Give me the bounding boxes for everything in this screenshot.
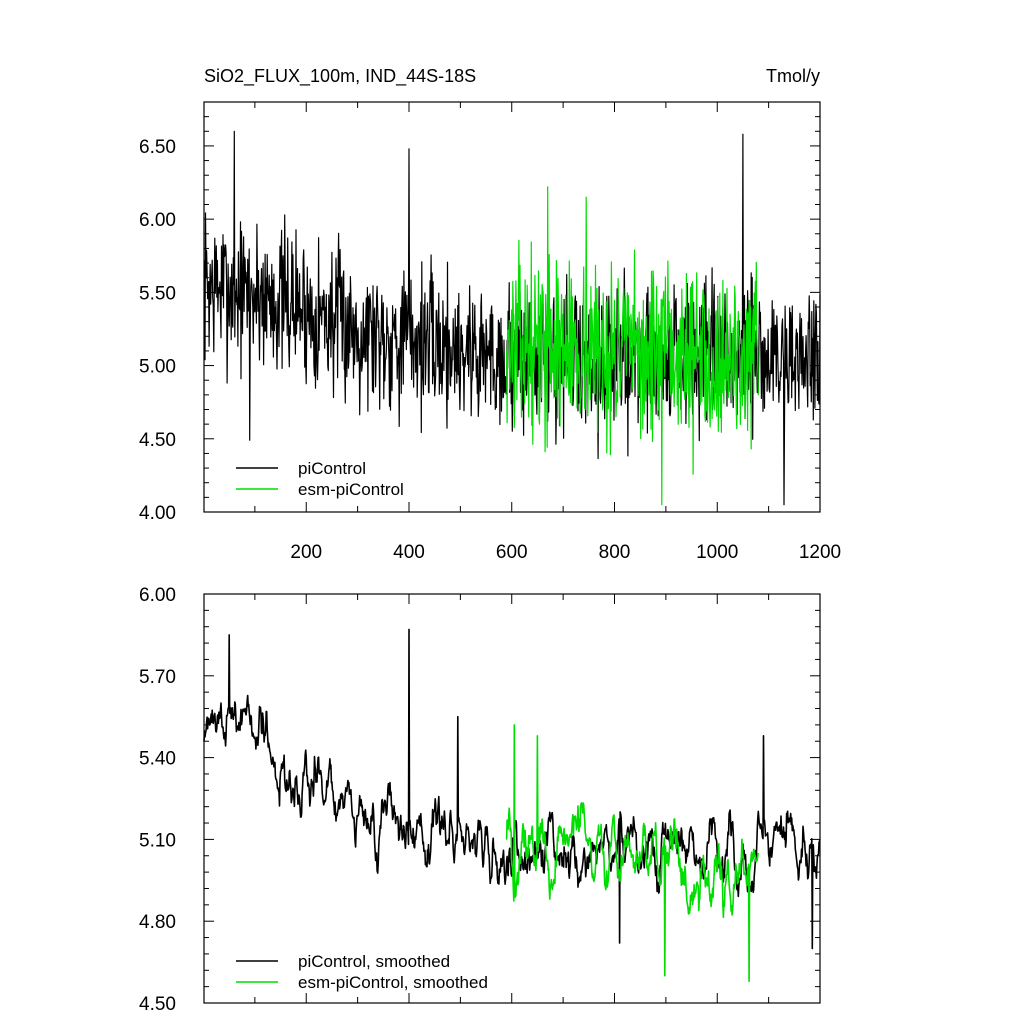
y-tick-label: 5.70 [139,667,176,688]
x-tick-label: 800 [599,542,631,563]
x-tick-label: 600 [496,542,528,563]
y-tick-label: 5.10 [139,830,176,851]
x-tick-label: 400 [393,542,425,563]
legend-label: piControl, smoothed [298,952,450,971]
y-tick-label: 4.50 [139,994,176,1015]
y-tick-label: 4.50 [139,430,176,451]
legend-label: piControl [298,459,366,478]
y-tick-label: 5.00 [139,357,176,378]
y-tick-label: 5.50 [139,283,176,304]
series-line-picontrol-smoothed [203,628,821,950]
y-tick-label: 6.00 [139,210,176,231]
y-tick-label: 6.50 [139,137,176,158]
units-label: Tmol/y [766,66,820,86]
y-tick-label: 6.00 [139,585,176,606]
series-line-esm-picontrol [506,186,759,506]
y-tick-label: 5.40 [139,749,176,770]
y-tick-label: 4.80 [139,912,176,933]
legend-label: esm-piControl [298,480,404,499]
x-tick-label: 1200 [799,542,841,563]
x-tick-label: 1000 [696,542,738,563]
top-panel: SiO2_FLUX_100m, IND_44S-18S Tmol/y 200 40… [139,66,841,563]
plot-frame [203,593,821,1004]
x-tick-label: 200 [290,542,322,563]
bottom-panel: 4.50 4.80 5.10 5.40 5.70 6.00 piControl, smoot… [139,585,821,1015]
chart-title: SiO2_FLUX_100m, IND_44S-18S [204,66,476,87]
legend-label: esm-piControl, smoothed [298,973,488,992]
series-line-esm-picontrol-smoothed [505,724,760,982]
y-tick-label: 4.00 [139,503,176,524]
